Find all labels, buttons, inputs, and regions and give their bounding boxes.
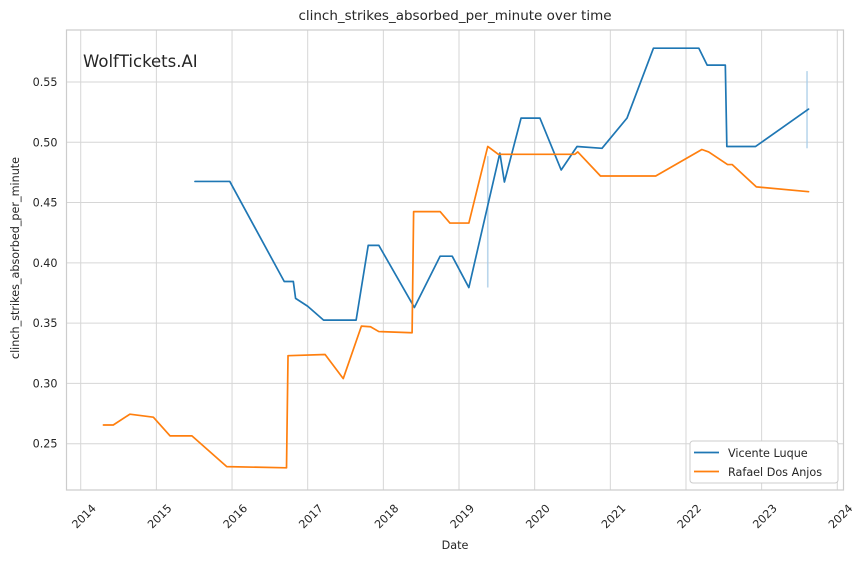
x-tick-label-2019: 2019 bbox=[448, 502, 477, 531]
errorbar-layer bbox=[486, 71, 808, 288]
x-tick-label-2017: 2017 bbox=[296, 502, 325, 531]
y-tick-label-0.50: 0.50 bbox=[33, 136, 58, 149]
grid-layer bbox=[65, 29, 845, 491]
plot-border bbox=[65, 29, 845, 491]
x-tick-label-2020: 2020 bbox=[523, 502, 552, 531]
x-axis-label: Date bbox=[442, 539, 469, 552]
x-tick-label-2024: 2024 bbox=[826, 502, 855, 531]
y-tick-label-0.40: 0.40 bbox=[33, 257, 58, 270]
x-tick-label-2023: 2023 bbox=[750, 502, 779, 531]
legend: Vicente Luque Rafael Dos Anjos bbox=[689, 440, 839, 484]
series-line-vicente-luque bbox=[194, 47, 810, 321]
legend-box bbox=[689, 440, 839, 484]
y-tick-label-0.30: 0.30 bbox=[33, 377, 58, 390]
series-layer bbox=[102, 47, 810, 469]
y-tick-label-0.25: 0.25 bbox=[33, 438, 58, 451]
x-tick-label-2018: 2018 bbox=[372, 502, 401, 531]
y-tick-label-0.45: 0.45 bbox=[33, 197, 58, 210]
x-tick-label-2016: 2016 bbox=[221, 502, 250, 531]
y-axis-label: clinch_strikes_absorbed_per_minute bbox=[9, 157, 22, 359]
watermark: WolfTickets.AI bbox=[83, 52, 198, 71]
legend-label-vicente-luque: Vicente Luque bbox=[728, 447, 808, 460]
chart-title: clinch_strikes_absorbed_per_minute over … bbox=[298, 8, 611, 24]
x-tick-label-2015: 2015 bbox=[145, 502, 174, 531]
x-tick-label-2022: 2022 bbox=[675, 502, 704, 531]
y-tick-label-0.35: 0.35 bbox=[33, 317, 58, 330]
y-tick-label-0.55: 0.55 bbox=[33, 76, 58, 89]
series-line-rafael-dos-anjos bbox=[102, 145, 810, 469]
legend-label-rafael-dos-anjos: Rafael Dos Anjos bbox=[728, 466, 822, 479]
x-tick-label-2021: 2021 bbox=[599, 502, 628, 531]
x-tick-label-2014: 2014 bbox=[70, 502, 99, 531]
